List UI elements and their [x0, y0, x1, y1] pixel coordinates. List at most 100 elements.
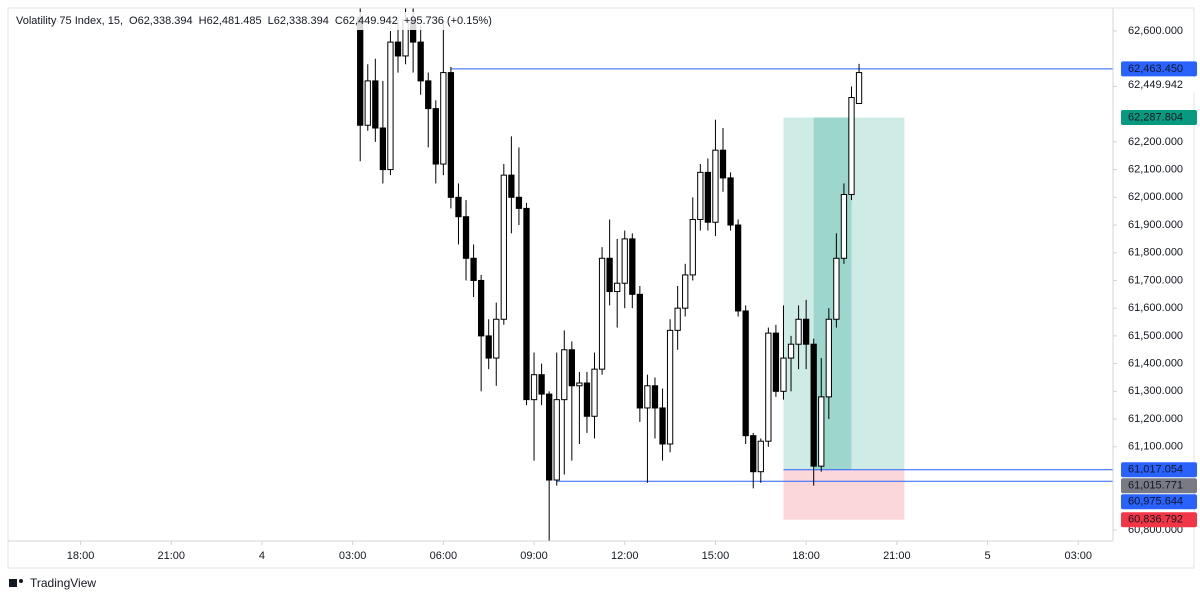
logo — [9, 579, 17, 587]
candle-body — [621, 238, 628, 284]
ohlc-value: L62,338.394 — [268, 15, 329, 27]
candle-body — [712, 149, 719, 223]
x-tick-label: 21:00 — [157, 550, 185, 562]
ohlc-value: C62,449.942 — [335, 15, 398, 27]
candle-body — [372, 80, 379, 129]
candle-body — [636, 293, 644, 409]
candle-body — [682, 274, 689, 309]
y-tick-label: 61,200.000 — [1128, 413, 1183, 425]
price-label: 60,975.644 — [1128, 496, 1183, 508]
x-tick-label: 21:00 — [883, 550, 911, 562]
price-label-box — [1121, 462, 1197, 478]
candle-body — [508, 174, 515, 198]
candle-body — [659, 407, 666, 445]
candle-body — [364, 80, 371, 126]
candle-body — [417, 41, 424, 82]
logo — [19, 579, 23, 583]
candle-body — [493, 318, 500, 359]
candle-body — [576, 382, 583, 387]
candle-body — [825, 318, 832, 398]
candle-body — [606, 257, 613, 293]
candle-body — [674, 307, 681, 331]
plot-area — [357, 8, 1113, 541]
candle-body — [818, 396, 825, 467]
candle-body — [561, 349, 568, 401]
candle-body — [583, 382, 591, 417]
y-tick-label: 61,400.000 — [1128, 358, 1183, 370]
candle-body — [614, 282, 621, 293]
candle-body — [455, 196, 462, 218]
y-tick-label: 61,100.000 — [1128, 441, 1183, 453]
x-tick-label: 5 — [984, 550, 990, 562]
candle-body — [734, 224, 742, 312]
candle-body — [833, 257, 840, 320]
price-label-box — [1121, 512, 1197, 528]
candle-body — [477, 279, 485, 337]
candle-body — [855, 72, 863, 105]
price-label: 61,015.771 — [1128, 480, 1183, 492]
axes: 62,600.00062,400.00062,200.00062,100.000… — [67, 25, 1183, 562]
candle-body — [553, 399, 560, 481]
candle-body — [765, 332, 772, 442]
price-label-box — [1121, 61, 1197, 77]
candle-body — [425, 80, 432, 110]
change-value: +95.736 (+0.15%) — [404, 15, 492, 27]
y-tick-label: 61,600.000 — [1128, 302, 1183, 314]
candle-body — [500, 174, 507, 320]
x-tick-label: 15:00 — [702, 550, 730, 562]
candle-body — [651, 385, 659, 409]
candle-body — [357, 16, 364, 126]
candle-body — [810, 343, 817, 467]
price-label: 61,017.054 — [1128, 464, 1183, 476]
candle-body — [727, 177, 734, 226]
profit-zone — [783, 117, 905, 470]
candle-body — [697, 171, 704, 220]
price-label-box — [1121, 77, 1197, 93]
price-labels: 62,463.450 62,449.942 62,287.804 61,017.054… — [1121, 61, 1197, 528]
x-tick-label: 12:00 — [611, 550, 639, 562]
branding: TradingView — [9, 576, 96, 590]
candle-body — [742, 310, 749, 437]
candle-body — [485, 335, 492, 359]
candle-body — [568, 349, 575, 387]
ohlc-value: O62,338.394 — [129, 15, 193, 27]
candle-body — [523, 207, 530, 401]
candle-body — [666, 329, 674, 445]
y-tick-label: 61,500.000 — [1128, 330, 1183, 342]
y-tick-label: 62,000.000 — [1128, 191, 1183, 203]
candle-body — [447, 72, 455, 198]
x-tick-label: 4 — [259, 550, 265, 562]
x-tick-label: 18:00 — [67, 550, 95, 562]
candle-body — [629, 238, 636, 295]
price-label-box — [1121, 494, 1197, 510]
candle-body — [530, 374, 538, 401]
candle-body — [704, 171, 712, 223]
price-label: 60,836.792 — [1128, 514, 1183, 526]
candle-body — [470, 257, 477, 281]
symbol-title: Volatility 75 Index, 15, — [16, 15, 123, 27]
candle-body — [394, 41, 402, 57]
legend-header: Volatility 75 Index, 15, O62,338.394 H62,… — [12, 12, 492, 30]
x-tick-label: 18:00 — [792, 550, 820, 562]
candle-body — [780, 357, 787, 392]
price-label-box — [1121, 478, 1197, 494]
frame — [7, 7, 1195, 569]
candle-body — [750, 435, 757, 473]
x-tick-label: 06:00 — [430, 550, 458, 562]
y-tick-label: 62,200.000 — [1128, 136, 1183, 148]
x-tick-label: 09:00 — [520, 550, 548, 562]
candle-body — [802, 318, 810, 345]
candle-body — [440, 72, 447, 165]
x-tick-label: 03:00 — [339, 550, 367, 562]
y-tick-label: 61,300.000 — [1128, 385, 1183, 397]
candle-body — [432, 108, 439, 165]
candle-body — [840, 194, 848, 259]
candle-body — [379, 127, 387, 171]
y-tick-label: 62,600.000 — [1128, 25, 1183, 37]
price-label: 62,463.450 — [1128, 63, 1183, 75]
price-label: 62,287.804 — [1128, 111, 1183, 123]
candle-body — [757, 440, 764, 473]
candle-body — [719, 149, 727, 179]
candle-body — [546, 393, 553, 481]
